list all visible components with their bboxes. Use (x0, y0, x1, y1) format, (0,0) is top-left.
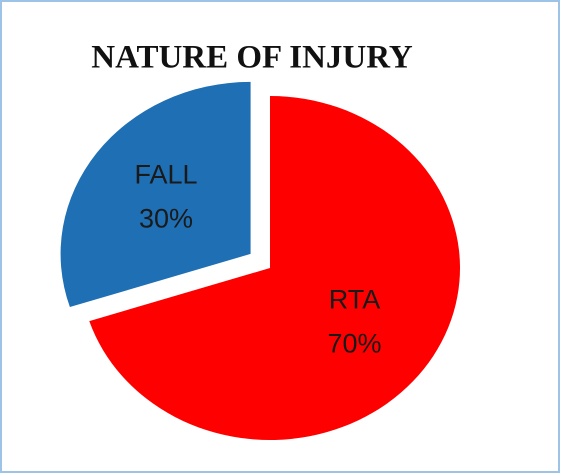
slice-category-label: FALL (135, 159, 198, 189)
pie-slice (60, 81, 251, 308)
slice-value-label: 70% (328, 329, 382, 359)
chart-title: NATURE OF INJURY (91, 40, 413, 76)
pie-slice (89, 96, 461, 440)
slice-category-label: RTA (329, 285, 381, 315)
slice-value-label: 30% (139, 203, 193, 233)
